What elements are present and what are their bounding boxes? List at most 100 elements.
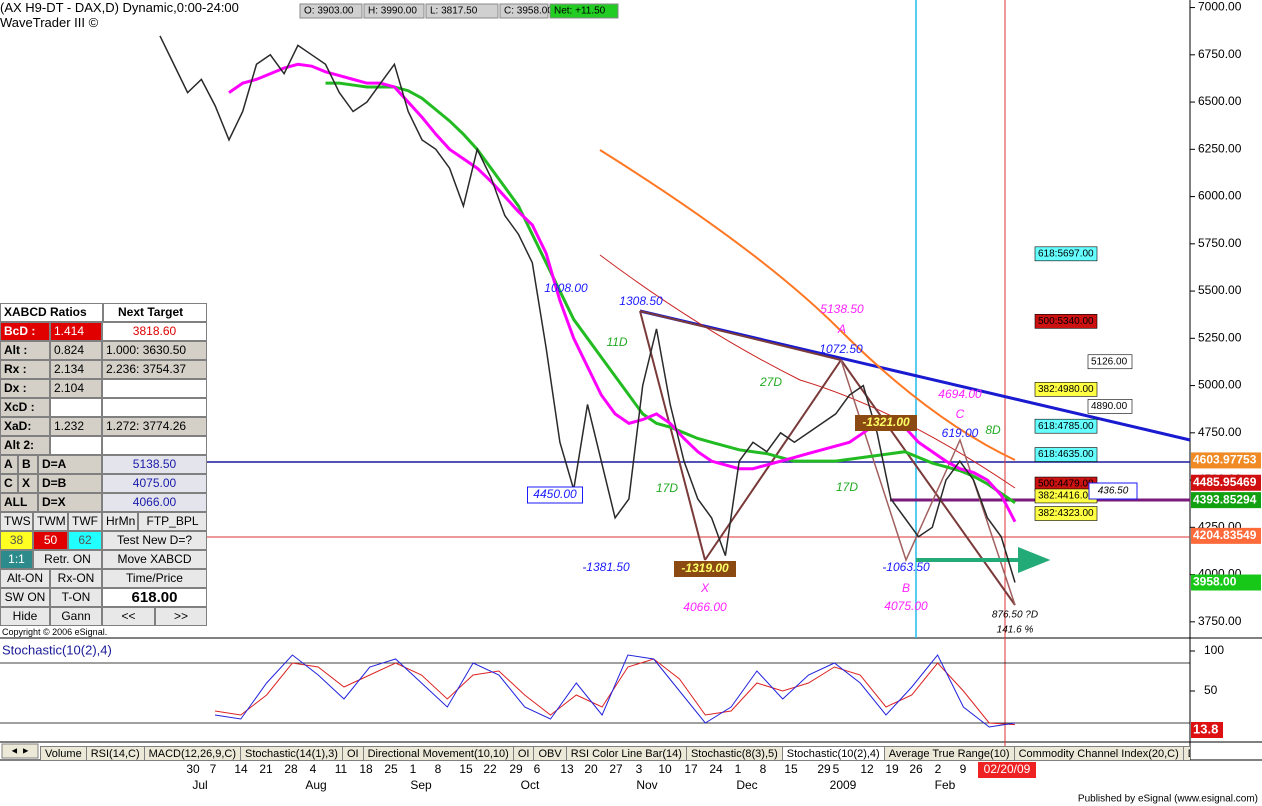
indicator-tab[interactable]: MACD(12,26,9,C)	[143, 746, 242, 760]
annotation: 27D	[759, 375, 782, 389]
ohlc-value: Net: +11.50	[554, 6, 606, 17]
panel-cell: X	[18, 474, 38, 493]
panel-button[interactable]: TWS	[0, 512, 33, 531]
moving-average	[599, 254, 1016, 489]
panel-button[interactable]: HrMn	[102, 512, 138, 531]
x-tick-label: 17	[684, 762, 698, 776]
y-tick-label: 5000.00	[1198, 378, 1242, 392]
fib-label: 5126.00	[1091, 356, 1128, 367]
y-tick-label: 4750.00	[1198, 425, 1242, 439]
annotation: -1381.50	[582, 560, 630, 574]
x-tick-label: 15	[784, 762, 798, 776]
annotation: 141.6 %	[997, 625, 1034, 636]
panel-cell: Alt 2:	[0, 436, 50, 455]
y-tick-label: 6500.00	[1198, 94, 1242, 108]
annotation: 8D	[985, 423, 1001, 437]
panel-cell: 3818.60	[102, 322, 207, 341]
panel-button[interactable]: >>	[155, 607, 207, 626]
price-label: 4393.85294	[1193, 492, 1257, 506]
panel-button[interactable]: FTP_BPL	[138, 512, 207, 531]
tab-scroll-arrows[interactable]: ◄ ►	[10, 745, 30, 755]
ohlc-value: O: 3903.00	[304, 6, 354, 17]
panel-cell: 1.414	[50, 322, 102, 341]
annotation: 4066.00	[683, 600, 727, 614]
x-tick-label: 28	[284, 762, 298, 776]
panel-button[interactable]: 38	[0, 531, 33, 550]
x-tick-label: 25	[384, 762, 398, 776]
panel-button[interactable]: TWF	[68, 512, 102, 531]
fib-box	[1034, 418, 1098, 434]
x-tick-label: 22	[483, 762, 497, 776]
panel-cell: 4066.00	[102, 493, 207, 512]
indicator-tab[interactable]: Dif	[1182, 746, 1190, 760]
panel-cell: 2.236: 3754.37	[102, 360, 207, 379]
ohlc-box	[363, 3, 425, 19]
price-label: 4485.95469	[1193, 475, 1257, 489]
y-tick-label: 6250.00	[1198, 141, 1242, 155]
header: (AX H9-DT - DAX,D) Dynamic,0:00-24:00 Wa…	[0, 0, 239, 30]
value-label-box	[1191, 722, 1223, 738]
footer: Published by eSignal (www.esignal.com)	[1078, 794, 1258, 805]
indicator-tab[interactable]: OBV	[533, 746, 567, 760]
stochastic-d	[214, 658, 1016, 726]
indicator-tab[interactable]: OI	[512, 746, 535, 760]
indicator-tab[interactable]: OI	[341, 746, 364, 760]
ohlc-box	[549, 3, 619, 19]
panel-button[interactable]: Gann	[50, 607, 102, 626]
panel-cell: Alt :	[0, 341, 50, 360]
panel-button[interactable]: TWM	[33, 512, 68, 531]
x-tick-label: 2	[935, 762, 942, 776]
indicator-tab[interactable]: RSI(14,C)	[85, 746, 145, 760]
panel-cell: 1.272: 3774.26	[102, 417, 207, 436]
panel-cell: D=B	[38, 474, 102, 493]
annotation: X	[700, 581, 710, 595]
fib-label: 4890.00	[1091, 401, 1128, 412]
fib-box	[1034, 506, 1098, 521]
panel-button[interactable]: 1:1	[0, 550, 33, 569]
indicator-tab[interactable]: Stochastic(14(1),3)	[240, 746, 343, 760]
indicator-tab[interactable]: Stochastic(8(3),5)	[685, 746, 783, 760]
indicator-tab[interactable]: Average True Range(10)	[883, 746, 1015, 760]
price-label: 3958.00	[1193, 575, 1237, 589]
panel-button[interactable]: Test New D=?	[102, 531, 207, 550]
indicator-tab[interactable]: Volume	[40, 746, 87, 760]
annotation: 4694.00	[938, 387, 982, 401]
annotation-box	[674, 561, 736, 577]
fib-label: 618:4635.00	[1038, 449, 1094, 460]
y-tick-label: 5250.00	[1198, 330, 1242, 344]
panel-button[interactable]: SW ON	[0, 588, 50, 607]
panel-cell: 0.824	[50, 341, 102, 360]
date-badge-text: 02/20/09	[984, 762, 1031, 776]
x-tick-label: 21	[259, 762, 273, 776]
y-tick-label: 6000.00	[1198, 189, 1242, 203]
panel-button[interactable]: Rx-ON	[50, 569, 102, 588]
panel-cell: D=A	[38, 455, 102, 474]
panel-button[interactable]: Time/Price	[102, 569, 207, 588]
copyright: Copyright © 2006 eSignal.	[2, 627, 108, 637]
panel-button[interactable]: Retr. ON	[33, 550, 102, 569]
y-tick-label: 7000.00	[1198, 0, 1242, 14]
panel-button[interactable]: Move XABCD	[102, 550, 207, 569]
x-tick-label: 3	[636, 762, 643, 776]
panel-button[interactable]: Hide	[0, 607, 50, 626]
x-month-label: 2009	[830, 778, 857, 792]
panel-cell: 2.104	[50, 379, 102, 398]
annotation: 1308.50	[619, 294, 663, 308]
panel-button[interactable]: 618.00	[102, 588, 207, 607]
indicator-tab[interactable]: Commodity Channel Index(20,C)	[1013, 746, 1184, 760]
x-tick-label: 13	[560, 762, 574, 776]
annotation: 4075.00	[884, 599, 928, 613]
pattern-line	[840, 359, 1016, 606]
indicator-tab[interactable]: Directional Movement(10,10)	[362, 746, 514, 760]
panel-button[interactable]: 50	[33, 531, 68, 550]
indicator-tab[interactable]: RSI Color Line Bar(14)	[565, 746, 687, 760]
indicator-tab[interactable]: Stochastic(10(2),4)	[781, 746, 885, 760]
tab-scroll-buttons[interactable]	[1, 743, 39, 759]
x-tick-label: 4	[310, 762, 317, 776]
panel-button[interactable]: Alt-ON	[0, 569, 50, 588]
panel-button[interactable]: <<	[102, 607, 155, 626]
panel-button[interactable]: 62	[68, 531, 102, 550]
panel-button[interactable]: T-ON	[50, 588, 102, 607]
panel-cell	[50, 398, 102, 417]
